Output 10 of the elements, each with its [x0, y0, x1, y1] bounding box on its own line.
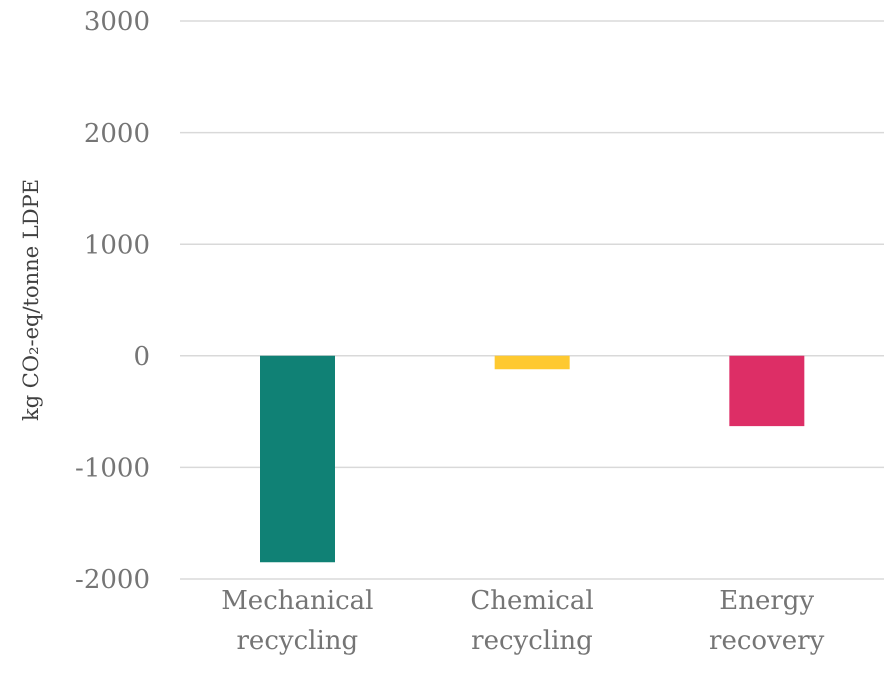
x-tick-label: Mechanical recycling — [221, 586, 374, 656]
y-tick-label: 0 — [133, 342, 150, 372]
y-tick-label: 1000 — [84, 230, 150, 260]
x-tick-label: Chemical recycling — [470, 586, 594, 656]
x-tick-label: Energy recovery — [709, 586, 825, 656]
y-tick-label: 3000 — [84, 7, 150, 38]
y-axis-title: kg CO₂-eq/tonne LDPE — [19, 178, 43, 422]
y-tick-label: -1000 — [75, 454, 150, 484]
y-tick-label: 2000 — [84, 118, 150, 149]
y-tick-label: -2000 — [75, 565, 150, 596]
